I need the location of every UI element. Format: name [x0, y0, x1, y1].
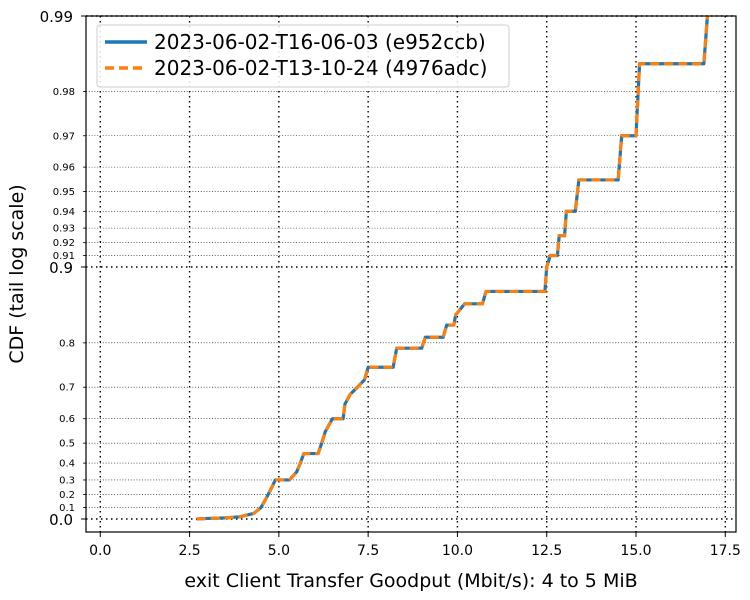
y-minor-tick-label: 0.94	[53, 207, 75, 218]
axis-ticks: 0.0 2.5 5.0 7.5 10.0 12.5 15.0 17.5 0.1 0.2 0.3 0.4…	[40, 8, 741, 559]
x-tick-label: 17.5	[710, 543, 741, 559]
y-minor-tick-label: 0.6	[59, 414, 75, 425]
y-axis-label: CDF (tail log scale)	[6, 184, 28, 363]
grid	[86, 15, 736, 532]
y-minor-tick-label: 0.3	[59, 475, 75, 486]
series-line-2	[196, 15, 710, 521]
x-axis-label: exit Client Transfer Goodput (Mbit/s): 4…	[184, 570, 637, 592]
x-tick-label: 15.0	[620, 543, 651, 559]
y-major-tick-label: 0.9	[49, 259, 73, 277]
legend-label-2: 2023-06-02-T13-10-24 (4976adc)	[154, 56, 487, 80]
y-minor-tick-label: 0.97	[53, 131, 75, 142]
y-minor-tick-label: 0.5	[59, 439, 75, 450]
y-minor-tick-label: 0.4	[59, 459, 75, 470]
x-tick-label: 10.0	[442, 543, 473, 559]
y-minor-tick-label: 0.1	[59, 503, 75, 514]
y-minor-tick-label: 0.92	[53, 238, 75, 249]
y-minor-tick-label: 0.98	[53, 87, 75, 98]
legend-box	[96, 24, 510, 88]
y-minor-tick-label: 0.95	[53, 187, 75, 198]
y-minor-tick-label: 0.91	[53, 251, 75, 262]
y-major-tick-label: 0.99	[40, 8, 73, 26]
x-tick-label: 12.5	[531, 543, 562, 559]
x-tick-label: 0.0	[89, 543, 111, 559]
y-minor-tick-label: 0.2	[59, 490, 75, 501]
x-tick-label: 2.5	[178, 543, 200, 559]
plot-frame	[85, 15, 737, 533]
y-minor-tick-label: 0.7	[59, 383, 75, 394]
y-minor-tick-label: 0.93	[53, 224, 75, 235]
y-major-tick-label: 0.0	[49, 511, 73, 529]
legend-label-1: 2023-06-02-T16-06-03 (e952ccb)	[154, 30, 486, 54]
y-minor-tick-label: 0.8	[59, 338, 75, 349]
series-layer	[196, 15, 710, 521]
y-minor-tick-label: 0.96	[53, 163, 75, 174]
x-tick-label: 7.5	[357, 543, 379, 559]
x-tick-label: 5.0	[268, 543, 290, 559]
legend: 2023-06-02-T16-06-03 (e952ccb)2023-06-02…	[96, 24, 510, 88]
